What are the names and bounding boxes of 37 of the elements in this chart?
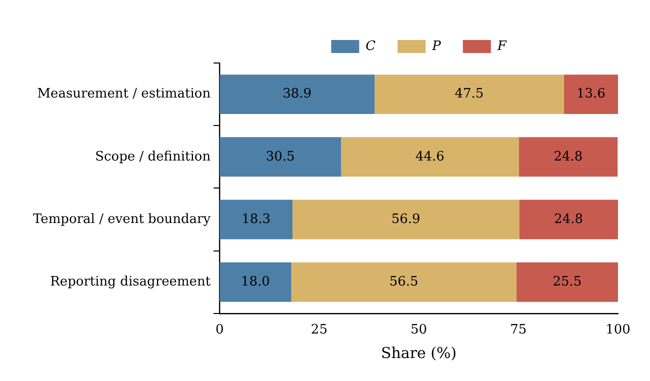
x-tick-label: 75 bbox=[510, 322, 527, 338]
y-tick-label: Measurement / estimation bbox=[37, 86, 212, 102]
bar bbox=[374, 74, 564, 114]
x-tick-label: 100 bbox=[606, 322, 630, 338]
data-label: 18.3 bbox=[242, 212, 271, 227]
bar bbox=[341, 137, 519, 177]
legend-label: C bbox=[366, 38, 376, 54]
bar bbox=[519, 200, 618, 240]
data-label: 13.6 bbox=[576, 86, 606, 102]
data-label: 56.9 bbox=[391, 212, 420, 227]
data-label: 44.6 bbox=[415, 149, 444, 164]
y-tick-label: Scope / definition bbox=[95, 149, 212, 164]
x-tick-label: 25 bbox=[310, 322, 328, 338]
bar bbox=[292, 200, 520, 240]
legend-label: F bbox=[496, 38, 508, 54]
data-label: 25.5 bbox=[552, 274, 582, 290]
y-tick-label: Temporal / event boundary bbox=[32, 212, 212, 227]
legend-label: P bbox=[431, 38, 442, 54]
data-label: 47.5 bbox=[454, 86, 484, 102]
data-label: 18.0 bbox=[240, 274, 270, 290]
bar bbox=[518, 137, 618, 177]
x-tick-label: 50 bbox=[410, 322, 428, 338]
bar bbox=[564, 74, 618, 114]
bar bbox=[291, 262, 516, 302]
bar bbox=[220, 262, 292, 302]
data-label: 56.5 bbox=[389, 274, 418, 290]
bar bbox=[220, 137, 342, 177]
x-tick-label: 0 bbox=[215, 322, 224, 338]
data-label: 30.5 bbox=[266, 149, 295, 164]
bar bbox=[516, 262, 618, 302]
data-label: 24.8 bbox=[554, 212, 584, 227]
data-label: 38.9 bbox=[282, 86, 312, 102]
y-tick-label: Reporting disagreement bbox=[50, 274, 212, 290]
bar bbox=[220, 74, 375, 114]
data-label: 24.8 bbox=[554, 149, 583, 164]
x-axis-title: Share (%) bbox=[380, 344, 457, 362]
bar bbox=[220, 200, 292, 240]
